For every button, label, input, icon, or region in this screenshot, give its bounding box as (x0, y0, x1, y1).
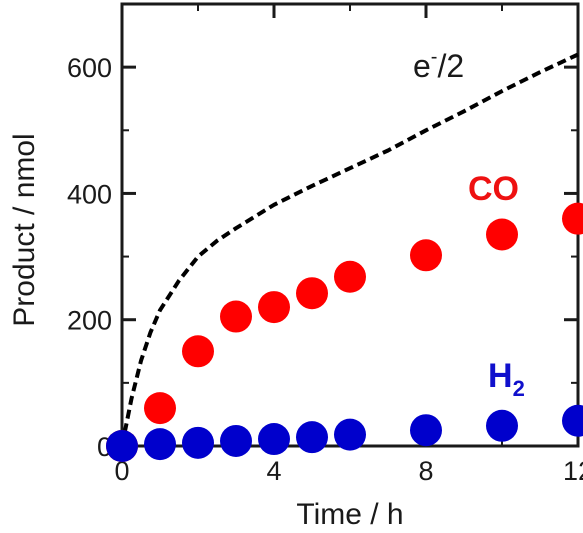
data-point-h2 (144, 428, 176, 461)
data-point-h2 (562, 404, 583, 437)
series-label-electrons: e-/2 (413, 46, 464, 84)
y-tick-label: 200 (67, 306, 112, 336)
data-point-h2 (486, 409, 518, 442)
data-point-co (258, 291, 290, 324)
series-line-e-2 (120, 52, 579, 447)
data-point-h2 (182, 426, 214, 459)
x-tick-label: 4 (266, 456, 281, 486)
x-tick-label: 0 (114, 456, 129, 486)
data-point-h2 (106, 430, 138, 462)
series-label-h2-subscript: 2 (513, 376, 525, 401)
y-tick-label: 400 (67, 179, 112, 209)
data-point-co (144, 392, 176, 425)
series-label-co: CO (468, 170, 519, 208)
series-label-electrons-main: e (413, 48, 431, 84)
series-points (106, 202, 583, 462)
data-point-co (296, 277, 328, 310)
x-tick-label: 12 (563, 456, 583, 486)
data-point-co (334, 260, 366, 293)
data-point-h2 (258, 423, 290, 456)
data-point-co (562, 202, 583, 235)
data-point-h2 (220, 424, 252, 457)
data-point-co (182, 335, 214, 368)
series-label-electrons-tail: /2 (437, 48, 464, 84)
series-lines (120, 52, 579, 447)
data-point-h2 (296, 421, 328, 454)
y-axis-title: Product / nmol (8, 133, 41, 326)
tick-labels: 048120200400600 (67, 53, 583, 486)
data-point-h2 (410, 414, 442, 447)
series-label-h2-main: H (488, 357, 513, 395)
series-label-electrons-superscript: - (431, 46, 438, 68)
y-tick-label: 600 (67, 53, 112, 83)
data-point-co (410, 239, 442, 272)
x-tick-label: 8 (418, 456, 433, 486)
data-point-co (486, 218, 518, 251)
data-point-co (220, 300, 252, 333)
series-labels: CO H2 e-/2 (413, 46, 525, 401)
x-axis-title: Time / h (296, 498, 403, 531)
series-label-h2: H2 (488, 357, 525, 401)
data-point-h2 (334, 418, 366, 451)
